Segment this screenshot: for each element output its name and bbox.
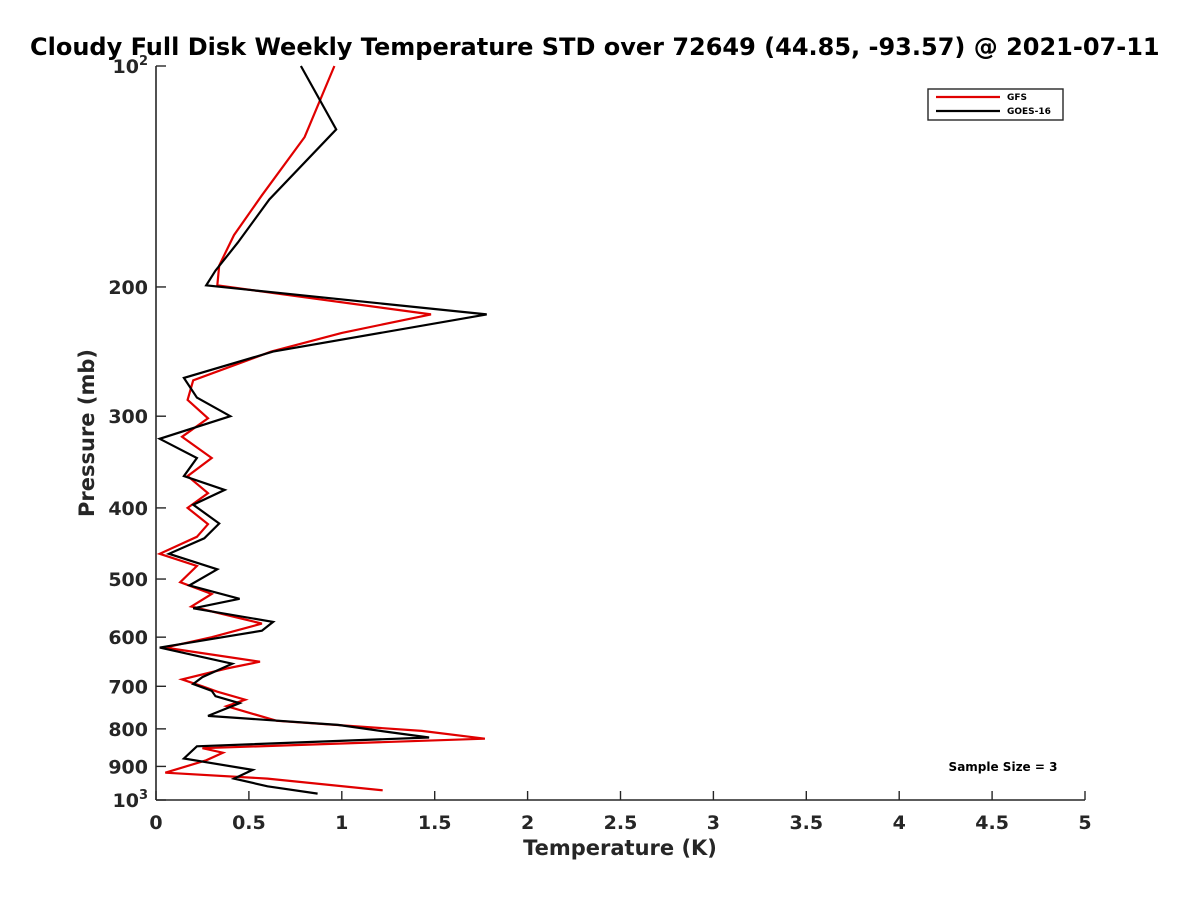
- x-tick-label: 3: [707, 812, 720, 834]
- x-tick-label: 1.5: [418, 812, 452, 834]
- x-tick-label: 1: [335, 812, 348, 834]
- x-tick-label: 2: [521, 812, 534, 834]
- y-tick-label: 200: [108, 277, 148, 299]
- legend-box: [927, 88, 1064, 121]
- x-tick-label: 2.5: [604, 812, 638, 834]
- y-tick-label: 800: [108, 719, 148, 741]
- x-tick-label: 3.5: [789, 812, 823, 834]
- x-tick-label: 4: [893, 812, 906, 834]
- y-tick-label: 700: [108, 676, 148, 698]
- y-tick-label: 102: [113, 54, 149, 78]
- chart-title: Cloudy Full Disk Weekly Temperature STD …: [30, 33, 1160, 61]
- y-tick-label: 103: [113, 788, 149, 812]
- x-tick-label: 4.5: [975, 812, 1009, 834]
- axes-layer: 0 0.5 1 1.5 2 2.5 3 3.5 4 4.5 5 102 200 300 400 500 600 7…: [108, 54, 1091, 834]
- x-tick-label: 0: [149, 812, 162, 834]
- series-line-goes-16: [156, 65, 487, 795]
- y-tick-label: 400: [108, 498, 148, 520]
- legend-label-goes-16: GOES-16: [1007, 107, 1051, 117]
- legend: GFS GOES-16: [927, 88, 1064, 121]
- x-tick-label: 0.5: [232, 812, 266, 834]
- y-axis-label: Pressure (mb): [75, 349, 99, 517]
- sample-size-annotation: Sample Size = 3: [949, 760, 1058, 774]
- legend-label-gfs: GFS: [1007, 93, 1027, 103]
- y-tick-label: 900: [108, 756, 148, 778]
- x-tick-label: 5: [1078, 812, 1091, 834]
- y-tick-label: 500: [108, 569, 148, 591]
- series-layer: [156, 65, 487, 795]
- y-tick-label: 300: [108, 406, 148, 428]
- x-axis-label: Temperature (K): [523, 836, 717, 860]
- y-tick-label: 600: [108, 627, 148, 649]
